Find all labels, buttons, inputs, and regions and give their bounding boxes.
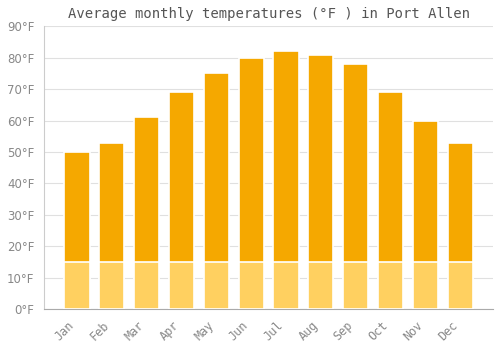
Bar bbox=[169, 262, 194, 309]
Title: Average monthly temperatures (°F ) in Port Allen: Average monthly temperatures (°F ) in Po… bbox=[68, 7, 469, 21]
Bar bbox=[64, 152, 90, 309]
Bar bbox=[274, 51, 298, 309]
Bar bbox=[100, 142, 124, 309]
Bar bbox=[448, 262, 472, 309]
Bar bbox=[169, 92, 194, 309]
Bar bbox=[343, 64, 368, 309]
Bar bbox=[343, 262, 368, 309]
Bar bbox=[134, 262, 159, 309]
Bar bbox=[204, 74, 229, 309]
Bar bbox=[308, 262, 334, 309]
Bar bbox=[448, 142, 472, 309]
Bar bbox=[204, 262, 229, 309]
Bar bbox=[100, 262, 124, 309]
Bar bbox=[308, 55, 334, 309]
Bar bbox=[238, 58, 264, 309]
Bar bbox=[134, 117, 159, 309]
Bar bbox=[378, 262, 403, 309]
Bar bbox=[64, 262, 90, 309]
Bar bbox=[412, 262, 438, 309]
Bar bbox=[412, 120, 438, 309]
Bar bbox=[238, 262, 264, 309]
Bar bbox=[274, 262, 298, 309]
Bar bbox=[378, 92, 403, 309]
